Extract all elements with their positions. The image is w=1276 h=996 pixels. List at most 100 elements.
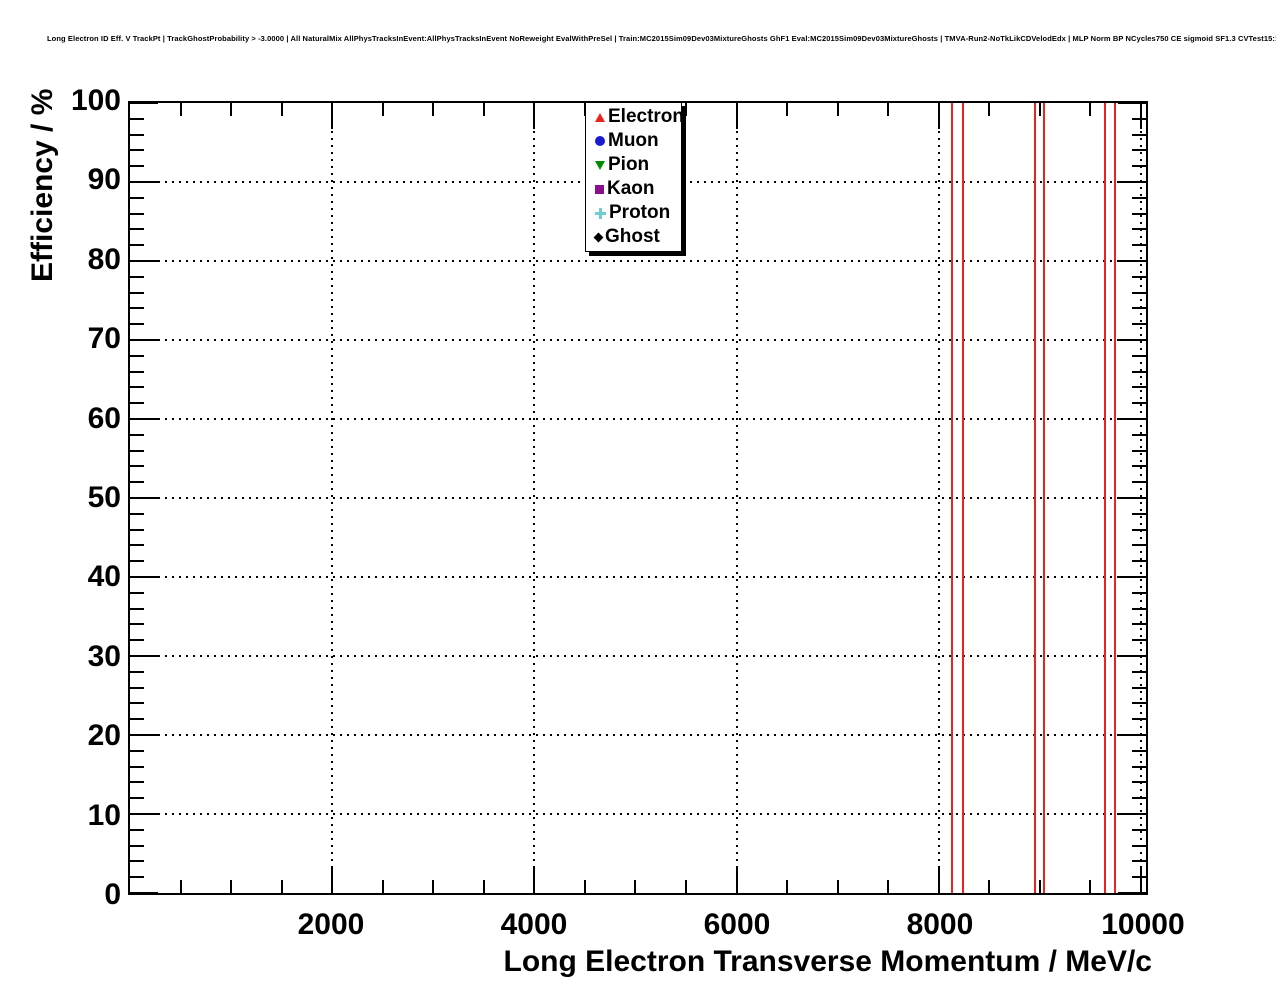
x-axis-title: Long Electron Transverse Momentum / MeV/… bbox=[503, 945, 1153, 978]
square-icon bbox=[595, 184, 604, 194]
electron-error-line bbox=[1103, 103, 1106, 893]
y-tick bbox=[130, 512, 144, 515]
y-tick bbox=[1132, 544, 1146, 547]
gridline-y bbox=[130, 418, 1146, 420]
y-tick bbox=[130, 339, 158, 341]
x-tick bbox=[735, 867, 738, 893]
y-tick bbox=[1132, 370, 1146, 373]
y-tick bbox=[1132, 623, 1146, 626]
y-tick bbox=[130, 291, 144, 294]
y-tick bbox=[130, 576, 158, 578]
x-tick bbox=[432, 103, 435, 116]
plot-frame: Electron Muon Pion Kaon Proton Ghost bbox=[128, 101, 1148, 895]
electron-error-line bbox=[1042, 103, 1045, 893]
y-tick bbox=[1132, 133, 1146, 136]
y-tick bbox=[130, 386, 144, 389]
x-tick bbox=[836, 880, 839, 893]
legend-label: Ghost bbox=[605, 226, 660, 247]
legend-item-proton: Proton bbox=[586, 202, 681, 224]
y-tick bbox=[1132, 386, 1146, 389]
x-tick bbox=[1038, 103, 1041, 116]
x-tick bbox=[634, 880, 637, 893]
x-tick bbox=[230, 880, 233, 893]
gridline-y bbox=[130, 734, 1146, 736]
y-tick bbox=[1118, 734, 1146, 736]
y-tick bbox=[1132, 149, 1146, 152]
y-tick bbox=[130, 560, 144, 563]
x-tick bbox=[280, 880, 283, 893]
y-tick-label: 20 bbox=[87, 719, 121, 753]
x-tick bbox=[836, 103, 839, 116]
y-tick bbox=[1132, 560, 1146, 563]
y-tick bbox=[130, 544, 144, 547]
y-tick bbox=[130, 528, 144, 531]
y-tick bbox=[1132, 449, 1146, 452]
y-tick bbox=[1132, 196, 1146, 199]
x-tick bbox=[1089, 103, 1092, 116]
y-tick bbox=[1132, 481, 1146, 484]
x-tick bbox=[887, 103, 890, 116]
x-tick bbox=[1139, 103, 1142, 129]
y-tick bbox=[130, 449, 144, 452]
y-tick bbox=[130, 844, 144, 847]
x-tick bbox=[1139, 867, 1142, 893]
y-tick bbox=[130, 892, 158, 894]
y-tick bbox=[1132, 117, 1146, 120]
y-tick bbox=[130, 149, 144, 152]
y-tick-label: 100 bbox=[70, 84, 121, 117]
x-tick bbox=[482, 103, 485, 116]
x-tick-label: 6000 bbox=[703, 908, 771, 941]
y-tick bbox=[1132, 165, 1146, 168]
y-tick bbox=[1132, 702, 1146, 705]
legend-label: Muon bbox=[608, 130, 659, 151]
y-tick bbox=[130, 623, 144, 626]
y-tick bbox=[130, 813, 158, 815]
gridline-y bbox=[130, 813, 1146, 815]
y-tick bbox=[130, 876, 144, 879]
y-tick bbox=[130, 323, 144, 326]
x-tick bbox=[331, 867, 334, 893]
y-tick bbox=[130, 655, 158, 657]
electron-error-line bbox=[950, 103, 953, 893]
y-tick bbox=[130, 828, 144, 831]
x-tick bbox=[381, 880, 384, 893]
x-tick bbox=[432, 880, 435, 893]
x-tick-label: 8000 bbox=[906, 908, 974, 941]
y-tick bbox=[1132, 528, 1146, 531]
x-tick bbox=[482, 880, 485, 893]
y-tick bbox=[130, 718, 144, 721]
gridline-y bbox=[130, 260, 1146, 262]
y-tick bbox=[1132, 607, 1146, 610]
legend-item-electron: Electron bbox=[586, 106, 684, 128]
legend-item-ghost: Ghost bbox=[586, 226, 681, 248]
y-tick-label: 60 bbox=[87, 401, 121, 435]
y-tick bbox=[1118, 102, 1146, 104]
y-tick bbox=[1132, 781, 1146, 784]
gridline-y bbox=[130, 576, 1146, 578]
y-tick bbox=[130, 749, 144, 752]
y-tick bbox=[130, 418, 158, 420]
y-tick bbox=[1132, 354, 1146, 357]
y-tick bbox=[130, 354, 144, 357]
y-tick bbox=[130, 181, 158, 183]
x-tick bbox=[988, 103, 991, 116]
y-tick bbox=[1132, 465, 1146, 468]
y-tick bbox=[1132, 244, 1146, 247]
y-tick bbox=[130, 102, 158, 104]
y-tick bbox=[1118, 181, 1146, 183]
y-tick bbox=[1132, 275, 1146, 278]
y-tick bbox=[1132, 670, 1146, 673]
y-tick bbox=[1118, 260, 1146, 262]
legend-item-muon: Muon bbox=[586, 130, 681, 152]
y-tick bbox=[130, 228, 144, 231]
x-tick bbox=[533, 103, 536, 129]
y-tick bbox=[130, 465, 144, 468]
circle-icon bbox=[595, 136, 605, 146]
y-tick bbox=[130, 765, 144, 768]
y-tick bbox=[1132, 307, 1146, 310]
y-tick bbox=[130, 260, 158, 262]
y-tick bbox=[1132, 828, 1146, 831]
x-tick bbox=[735, 103, 738, 129]
gridline-y bbox=[130, 497, 1146, 499]
x-tick bbox=[280, 103, 283, 116]
